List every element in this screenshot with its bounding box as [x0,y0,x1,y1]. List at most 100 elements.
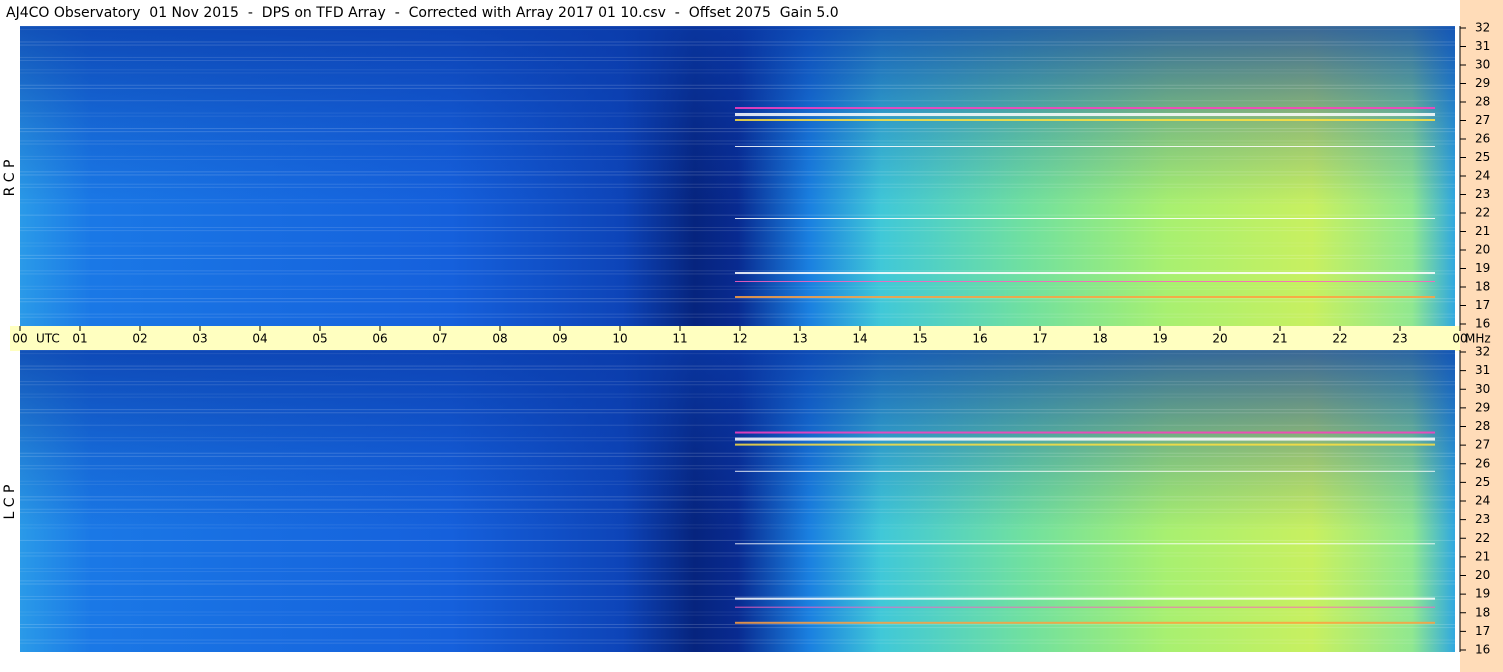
x-tick-label: 11 [672,332,687,346]
noise-line [20,424,1455,426]
interference-band [735,218,1435,219]
noise-line [20,100,1455,102]
x-tick-label: 08 [492,332,507,346]
noise-line [20,409,1455,411]
y-tick-label: 23 [1475,187,1490,201]
x-tick-label: 19 [1152,332,1167,346]
interference-band [735,621,1435,624]
x-unit: UTC [36,332,60,346]
interference-band [735,281,1435,282]
y-tick-label: 19 [1475,261,1490,275]
x-tick-label: 03 [192,332,207,346]
y-tick-label: 31 [1475,363,1490,377]
y-tick-label: 18 [1475,605,1490,619]
y-tick-label: 24 [1475,169,1490,183]
noise-line [20,508,1455,510]
noise-line [20,455,1455,457]
y-tick-label: 20 [1475,243,1490,257]
noise-line [20,539,1455,541]
noise-line [20,381,1455,383]
y-tick-label: 26 [1475,132,1490,146]
noise-line [20,368,1455,370]
noise-line [20,483,1455,485]
noise-line [20,627,1455,629]
x-tick-label: 15 [912,332,927,346]
noise-line [20,393,1455,395]
noise-line [20,273,1455,275]
noise-line [20,69,1455,71]
noise-line [20,437,1455,439]
noise-line [20,496,1455,498]
interference-band [735,543,1435,545]
noise-line [20,642,1455,644]
noise-line [20,623,1455,625]
noise-line [20,301,1455,303]
y-tick-label: 32 [1475,21,1490,35]
noise-line [20,365,1455,367]
x-tick-label: 09 [552,332,567,346]
interference-band [735,437,1435,441]
y-tick-label: 18 [1475,280,1490,294]
noise-line [20,480,1455,482]
noise-line [20,41,1455,43]
x-tick-label: 12 [732,332,747,346]
x-tick-label: 16 [972,332,987,346]
interference-band [735,606,1435,608]
interference-band [735,272,1435,274]
y-tick-label: 30 [1475,382,1490,396]
interference-band [735,113,1435,116]
noise-line [20,199,1455,201]
title: AJ4CO Observatory 01 Nov 2015 - DPS on T… [6,5,839,21]
noise-line [20,555,1455,557]
noise-line [20,298,1455,300]
noise-line [20,552,1455,554]
noise-line [20,468,1455,470]
y-tick-label: 27 [1475,438,1490,452]
x-tick-label: 02 [132,332,147,346]
noise-line [20,384,1455,386]
y-tick-label: 32 [1475,345,1490,359]
x-tick-label: 04 [252,332,267,346]
noise-line [20,171,1455,173]
noise-line [20,611,1455,613]
noise-line [20,452,1455,454]
noise-line [20,254,1455,256]
noise-line [20,440,1455,442]
noise-line [20,350,1455,351]
y-tick-label: 16 [1475,643,1490,657]
x-tick-label: 18 [1092,332,1107,346]
interference-band [735,146,1435,147]
noise-line [20,174,1455,176]
noise-line [20,214,1455,216]
noise-line [20,84,1455,86]
noise-line [20,353,1455,355]
noise-line [20,245,1455,247]
noise-line [20,60,1455,62]
y-unit: MHz [1465,332,1491,346]
noise-line [20,155,1455,157]
interference-band [735,107,1435,109]
interference-band [735,443,1435,446]
y-tick-label: 22 [1475,531,1490,545]
noise-line [20,227,1455,229]
noise-line [20,511,1455,513]
y-tick-label: 27 [1475,113,1490,127]
x-tick-label: 06 [372,332,387,346]
noise-line [20,26,1455,27]
y-tick-label: 22 [1475,206,1490,220]
noise-line [20,571,1455,573]
interference-band [735,431,1435,434]
y-tick-label: 21 [1475,224,1490,238]
noise-line [20,115,1455,117]
noise-line [20,599,1455,601]
noise-line [20,143,1455,145]
y-tick-label: 19 [1475,587,1490,601]
spectrum-shade [20,350,1455,652]
noise-line [20,614,1455,616]
noise-line [20,128,1455,130]
noise-line [20,131,1455,133]
panel-label: R C P [2,160,18,197]
x-tick-label: 17 [1032,332,1047,346]
noise-line [20,639,1455,641]
